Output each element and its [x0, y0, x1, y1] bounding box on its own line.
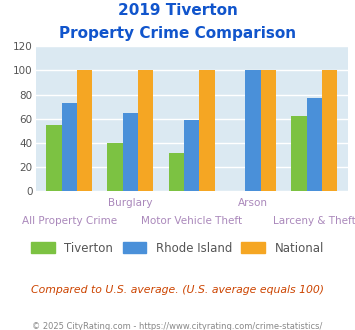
Bar [322, 70, 337, 191]
Text: Burglary: Burglary [108, 198, 153, 208]
Text: 2019 Tiverton: 2019 Tiverton [118, 3, 237, 18]
Bar [261, 70, 276, 191]
Bar [169, 153, 184, 191]
Bar [77, 70, 92, 191]
Bar [307, 98, 322, 191]
Bar [46, 125, 61, 191]
Bar [138, 70, 153, 191]
Text: Motor Vehicle Theft: Motor Vehicle Theft [141, 216, 242, 226]
Bar [245, 70, 261, 191]
Bar [123, 113, 138, 191]
Text: Arson: Arson [238, 198, 268, 208]
Bar [200, 70, 215, 191]
Text: © 2025 CityRating.com - https://www.cityrating.com/crime-statistics/: © 2025 CityRating.com - https://www.city… [32, 322, 323, 330]
Text: Property Crime Comparison: Property Crime Comparison [59, 26, 296, 41]
Bar [61, 103, 77, 191]
Bar [108, 143, 123, 191]
Bar [184, 120, 200, 191]
Text: Compared to U.S. average. (U.S. average equals 100): Compared to U.S. average. (U.S. average … [31, 285, 324, 295]
Text: All Property Crime: All Property Crime [22, 216, 117, 226]
Text: Larceny & Theft: Larceny & Theft [273, 216, 355, 226]
Bar [291, 116, 307, 191]
Legend: Tiverton, Rhode Island, National: Tiverton, Rhode Island, National [26, 237, 329, 259]
